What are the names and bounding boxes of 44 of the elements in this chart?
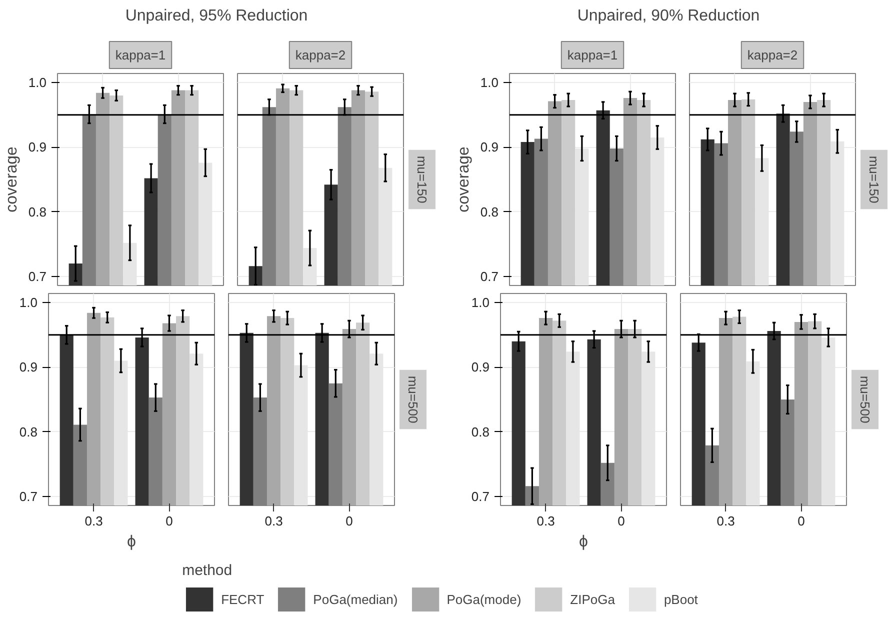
chart-title: Unpaired, 95% Reduction <box>125 8 308 24</box>
y-tick-label: 1.0 <box>480 75 499 90</box>
text: mu=150 <box>866 156 882 204</box>
y-tick-label: 0.8 <box>28 204 47 220</box>
y-tick-label: 1.0 <box>19 295 38 310</box>
x-axis-title: ϕ <box>579 534 588 550</box>
x-tick-label: 0 <box>166 514 173 528</box>
y-tick-label: 0.9 <box>19 360 38 375</box>
x-tick-label: 0.3 <box>536 514 555 528</box>
chart-subtitle: kappa=2 <box>747 48 798 62</box>
legend-title: method <box>182 562 234 579</box>
y-tick-label: 0.8 <box>19 424 38 440</box>
x-tick-label: 0.3 <box>84 514 103 528</box>
y-tick-label: 0.8 <box>480 204 499 220</box>
text: mu=500 <box>858 376 872 424</box>
y-axis-title: coverage <box>3 146 20 212</box>
legend-label: PoGa(mode) <box>446 592 522 606</box>
x-tick-label: 0.3 <box>716 514 735 528</box>
chart-subtitle: kappa=2 <box>295 48 346 62</box>
y-tick-label: 0.7 <box>480 268 499 284</box>
y-tick-label: 1.0 <box>28 75 47 90</box>
y-axis-title: coverage <box>455 146 472 212</box>
legend-label: pBoot <box>664 592 698 606</box>
text: mu=150 <box>414 156 430 204</box>
legend-label: ZIPoGa <box>570 592 615 606</box>
y-tick-label: 0.8 <box>471 424 490 440</box>
x-tick-label: 0 <box>346 514 353 528</box>
y-tick-label: 0.7 <box>28 268 47 284</box>
y-tick-label: 0.9 <box>28 140 47 155</box>
y-tick-label: 0.9 <box>471 360 490 375</box>
text: mu=500 <box>406 376 420 424</box>
y-tick-label: 0.7 <box>19 488 38 504</box>
y-tick-label: 1.0 <box>471 295 490 310</box>
y-tick-label: 0.7 <box>471 488 490 504</box>
x-tick-label: 0 <box>618 514 625 528</box>
chart-subtitle: kappa=1 <box>115 48 166 62</box>
chart-subtitle: kappa=1 <box>567 48 618 62</box>
x-axis-title: ϕ <box>127 534 136 550</box>
x-tick-label: 0.3 <box>264 514 283 528</box>
x-tick-label: 0 <box>798 514 805 528</box>
legend-label: PoGa(median) <box>313 592 398 606</box>
chart-title: Unpaired, 90% Reduction <box>577 8 760 24</box>
y-tick-label: 0.9 <box>480 140 499 155</box>
legend-label: FECRT <box>221 592 264 606</box>
